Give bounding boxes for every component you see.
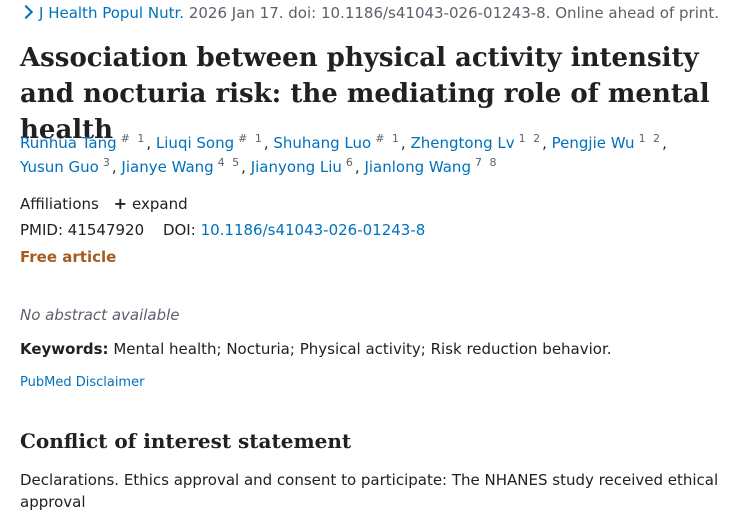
pmid-label: PMID:: [20, 221, 64, 239]
citation-details: 2026 Jan 17. doi: 10.1186/s41043-026-012…: [188, 4, 720, 22]
coi-text: Declarations. Ethics approval and consen…: [20, 471, 719, 511]
pmid-value: 41547920: [67, 221, 145, 239]
affiliations-label: Affiliations: [20, 195, 99, 213]
author-link[interactable]: Runhua Tang # 1: [20, 132, 147, 152]
article-title: Association between physical activity in…: [20, 43, 710, 145]
keywords-row: Keywords: Mental health; Nocturia; Physi…: [20, 339, 612, 359]
doi-link[interactable]: 10.1186/s41043-026-01243-8: [200, 221, 426, 239]
doi-label: DOI:: [162, 221, 196, 239]
citation-line: J Health Popul Nutr. 2026 Jan 17. doi: 1…: [18, 3, 720, 23]
plus-icon: +: [113, 194, 128, 213]
affiliations-row: Affiliations + expand: [20, 194, 188, 214]
author-link[interactable]: Pengjie Wu 1 2: [551, 132, 663, 152]
author-link[interactable]: Shuhang Luo # 1: [273, 132, 401, 152]
author-link[interactable]: Yusun Guo 3: [20, 156, 112, 176]
journal-link[interactable]: J Health Popul Nutr.: [39, 4, 185, 22]
identifiers-row: PMID: 41547920 DOI: 10.1186/s41043-026-0…: [20, 220, 425, 240]
expand-affiliations-button[interactable]: + expand: [113, 194, 188, 213]
author-link[interactable]: Jianyong Liu 6: [250, 156, 355, 176]
chevron-right-icon[interactable]: [18, 4, 34, 20]
author-link[interactable]: Jianlong Wang 7 8: [364, 156, 499, 176]
author-link[interactable]: Zhengtong Lv 1 2: [410, 132, 543, 152]
keywords-value: Mental health; Nocturia; Physical activi…: [113, 340, 612, 358]
coi-heading: Conflict of interest statement: [20, 429, 352, 453]
authors-list: Runhua Tang # 1, Liuqi Song # 1, Shuhang L…: [20, 132, 667, 176]
author-link[interactable]: Jianye Wang 4 5: [121, 156, 242, 176]
free-article-badge: Free article: [20, 248, 117, 266]
no-abstract-text: No abstract available: [20, 306, 180, 324]
author-link[interactable]: Liuqi Song # 1: [155, 132, 264, 152]
pubmed-disclaimer-link[interactable]: PubMed Disclaimer: [20, 375, 145, 390]
keywords-label: Keywords:: [20, 340, 109, 358]
